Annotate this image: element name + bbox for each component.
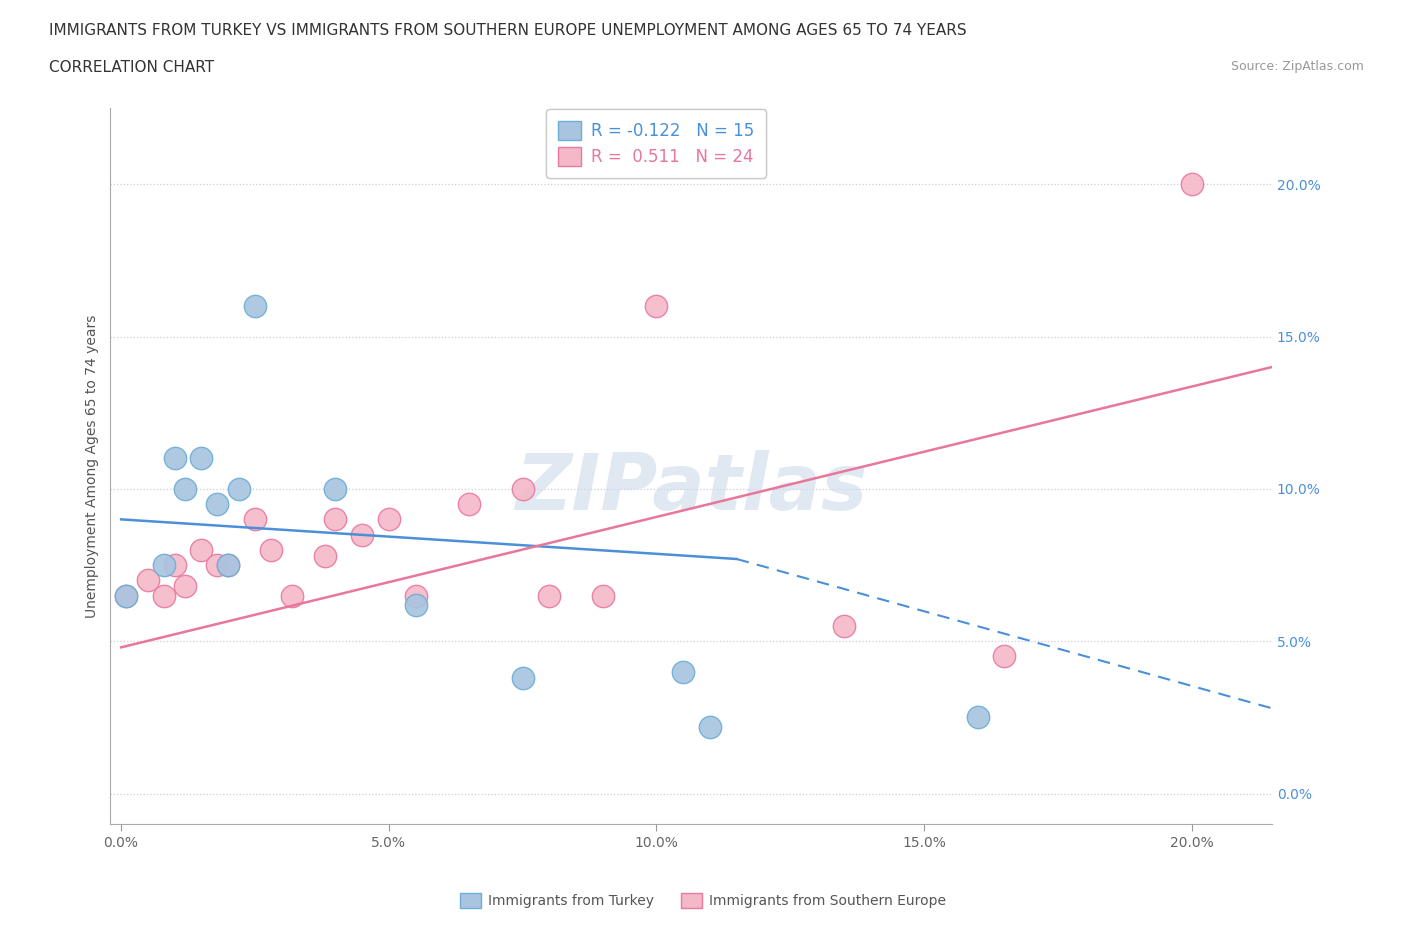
Text: Source: ZipAtlas.com: Source: ZipAtlas.com [1230,60,1364,73]
Point [512,671,534,685]
Legend: R = -0.122   N = 15, R =  0.511   N = 24: R = -0.122 N = 15, R = 0.511 N = 24 [547,109,766,178]
Point [228,482,250,497]
Point [190,451,212,466]
Point [136,573,159,588]
Point [1181,177,1204,192]
Point [174,482,197,497]
Point [405,588,427,603]
Point [281,588,304,603]
Point [207,558,229,573]
Point [323,482,346,497]
Point [377,512,399,526]
Point [966,710,988,724]
Legend: Immigrants from Turkey, Immigrants from Southern Europe: Immigrants from Turkey, Immigrants from … [454,888,952,914]
Point [592,588,614,603]
Y-axis label: Unemployment Among Ages 65 to 74 years: Unemployment Among Ages 65 to 74 years [86,314,100,618]
Point [699,719,721,734]
Point [323,512,346,526]
Point [207,497,229,512]
Point [672,664,695,679]
Text: ZIPatlas: ZIPatlas [515,449,868,525]
Point [243,299,266,313]
Point [314,549,336,564]
Point [217,558,239,573]
Text: IMMIGRANTS FROM TURKEY VS IMMIGRANTS FROM SOUTHERN EUROPE UNEMPLOYMENT AMONG AGE: IMMIGRANTS FROM TURKEY VS IMMIGRANTS FRO… [49,23,967,38]
Point [153,558,176,573]
Point [350,527,373,542]
Point [538,588,561,603]
Point [243,512,266,526]
Point [115,588,138,603]
Point [163,451,186,466]
Point [217,558,239,573]
Point [832,618,855,633]
Point [645,299,668,313]
Point [153,588,176,603]
Point [174,579,197,594]
Point [163,558,186,573]
Point [512,482,534,497]
Point [115,588,138,603]
Point [458,497,481,512]
Point [260,542,283,557]
Point [405,597,427,612]
Text: CORRELATION CHART: CORRELATION CHART [49,60,214,75]
Point [190,542,212,557]
Point [993,649,1015,664]
